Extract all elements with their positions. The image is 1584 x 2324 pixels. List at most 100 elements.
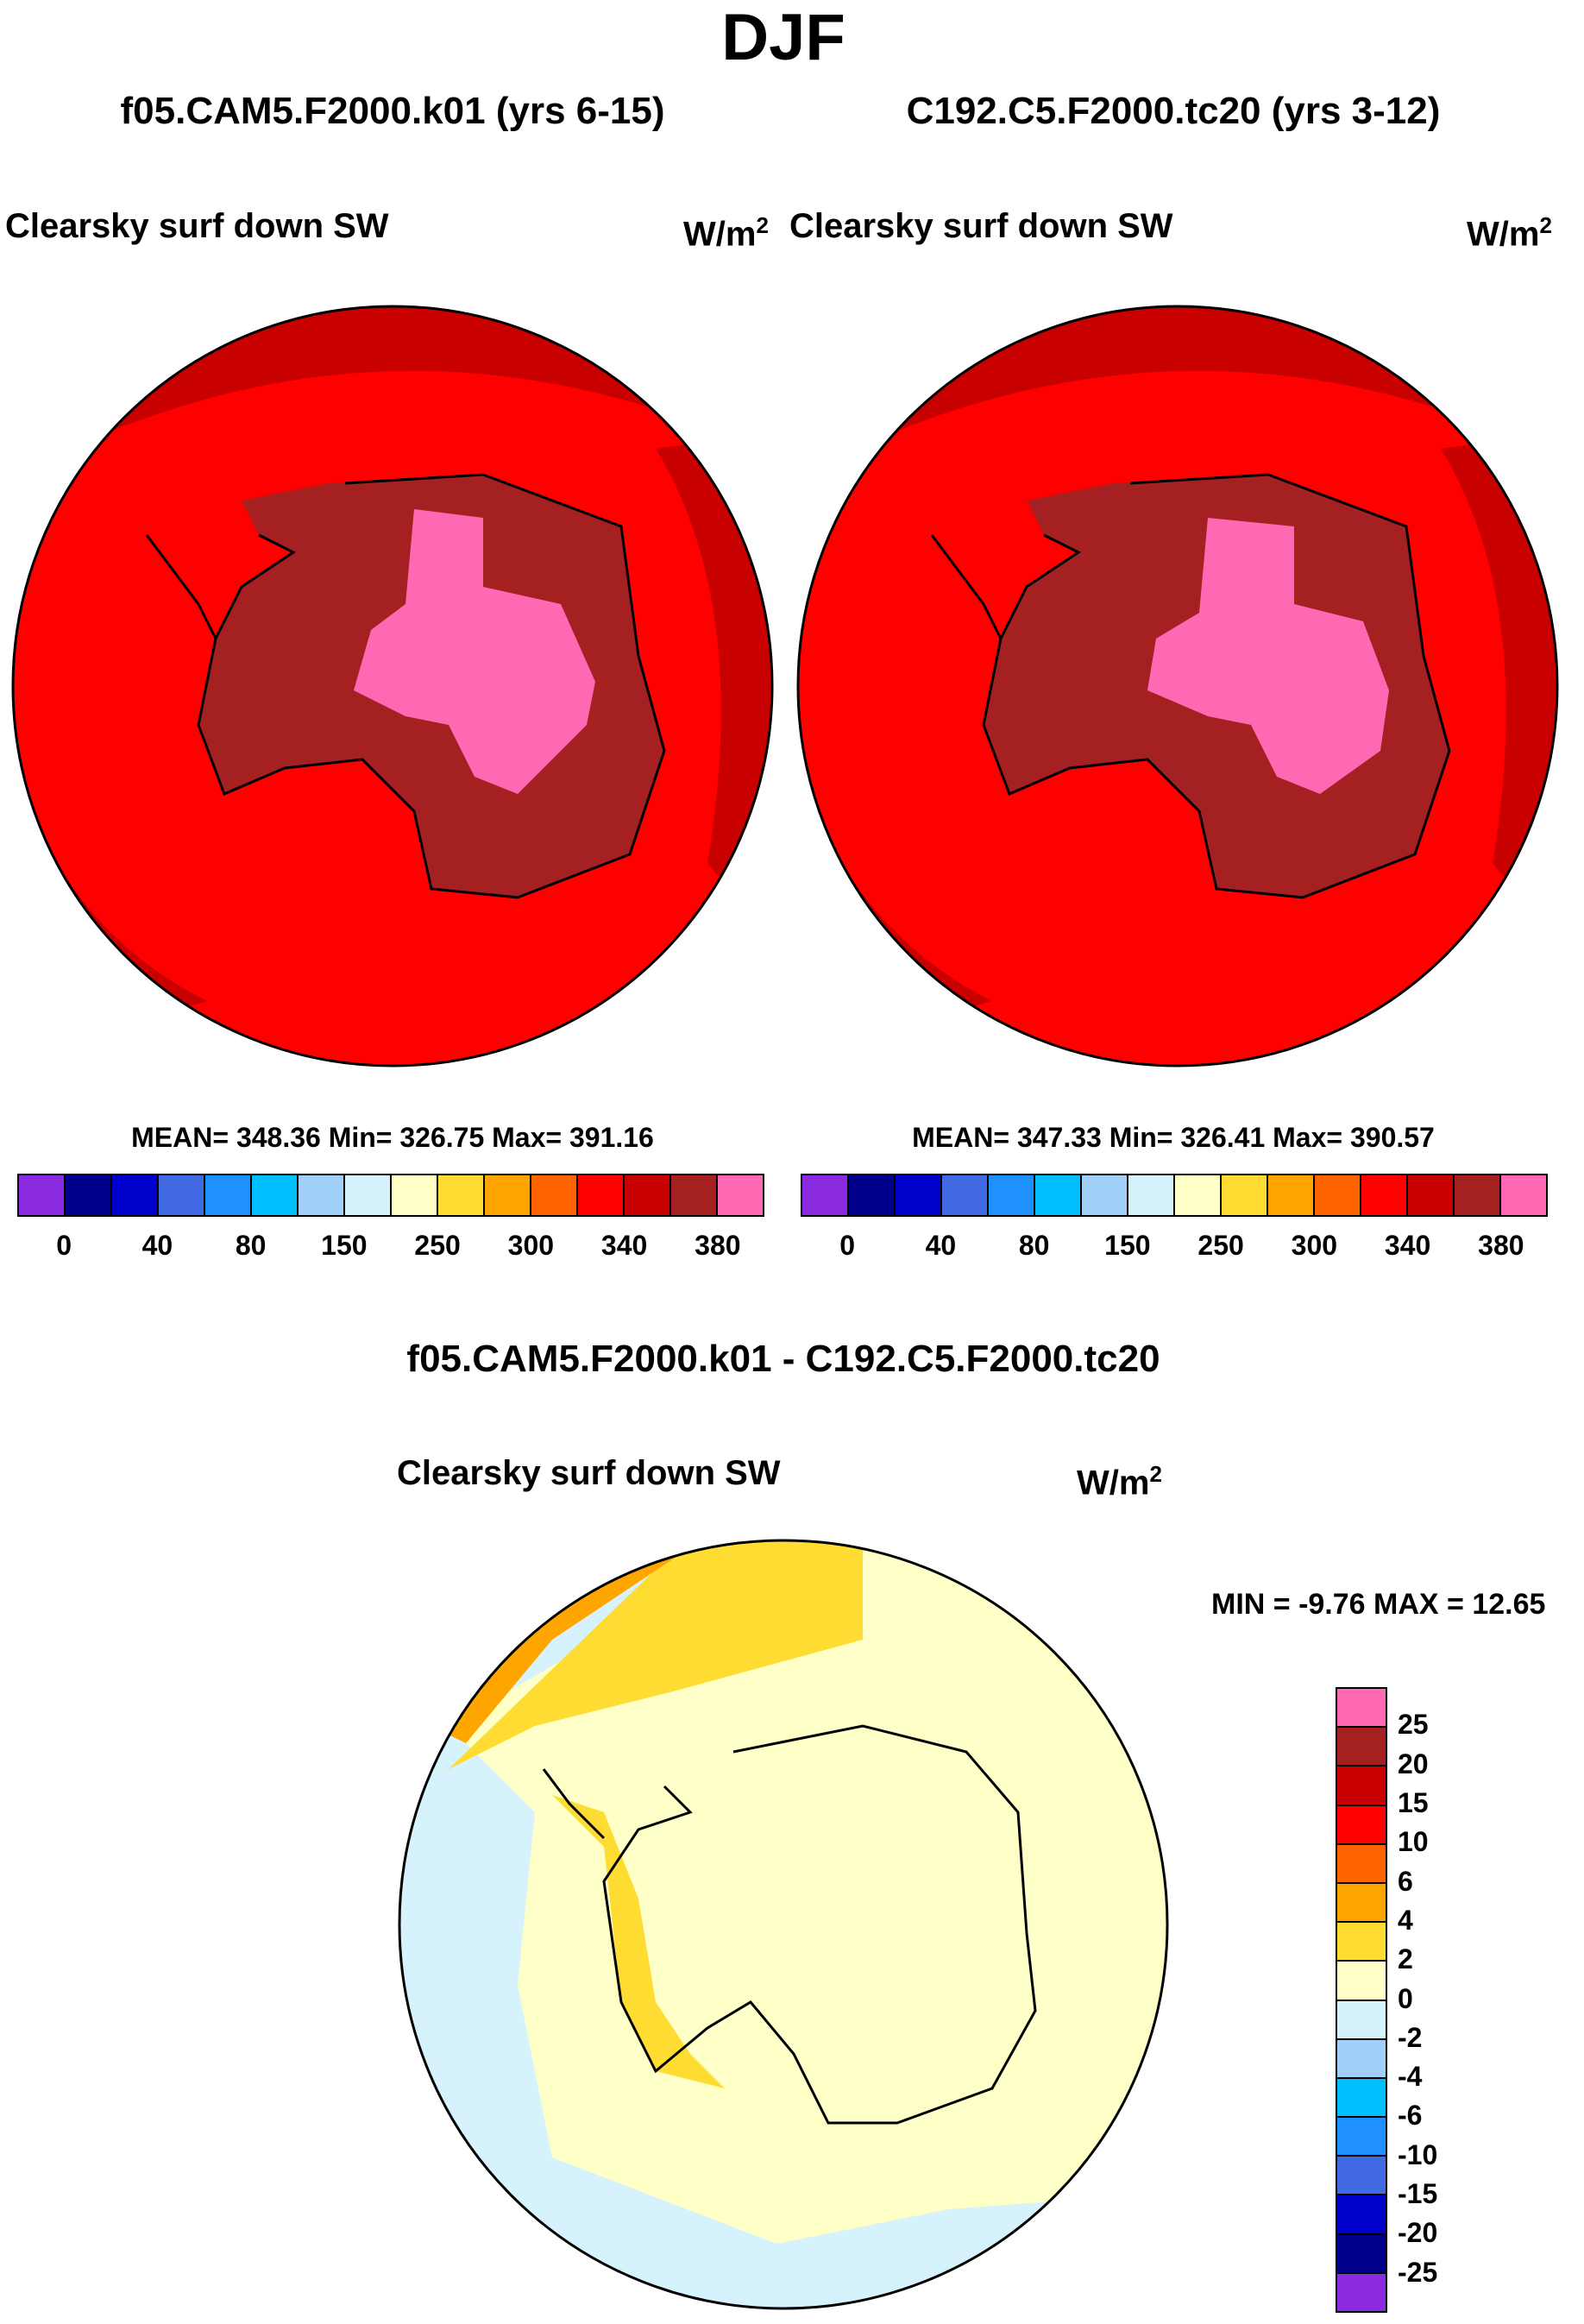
diff-colorbar-color-box [1337,2000,1386,2040]
diff-colorbar-color-box [1337,2078,1386,2119]
panel-2-case-title: C192.C5.F2000.tc20 (yrs 3-12) [906,90,1441,132]
diff-colorbar-color-box [1337,1923,1386,1962]
panel-1-colorbar-tick-label: 80 [235,1230,267,1261]
panel-2-colorbar-color-box [1501,1175,1546,1215]
diff-units-base: W/m [1077,1464,1150,1502]
panel-1-units-exp: 2 [756,212,769,238]
panel-2-stats: MEAN= 347.33 Min= 326.41 Max= 390.57 [912,1122,1435,1153]
panel-2-colorbar-ticks: 0 40 80 150 250 300 340 380 [801,1230,1548,1264]
diff-colorbar-color-box [1337,1962,1386,2001]
panel-2-colorbar-tick-label: 340 [1384,1230,1431,1261]
panel-1-colorbar-tick-label: 340 [600,1230,648,1261]
panel-2-colorbar-tick-label: 40 [925,1230,957,1261]
panel-2-colorbar-color-box [1268,1175,1315,1215]
panel-1-colorbar-color-box [252,1175,299,1215]
panel-1-colorbar-color-box [392,1175,438,1215]
diff-colorbar-tick-label: -2 [1398,2021,1423,2053]
diff-colorbar-tick-label: -6 [1398,2100,1423,2132]
panel-1-colorbar-color-box [159,1175,205,1215]
diff-colorbar-tick-label: -15 [1398,2178,1438,2210]
panel-1-units-base: W/m [683,215,757,254]
diff-units-exp: 2 [1149,1461,1162,1487]
panel-2-colorbar [801,1174,1548,1217]
panel-2-units-exp: 2 [1539,212,1552,238]
panel-1-colorbar-tick-label: 0 [56,1230,72,1261]
diff-colorbar-tick-label: 20 [1398,1748,1429,1779]
diff-colorbar-color-box [1337,1767,1386,1806]
diff-colorbar-color-box [1337,1805,1386,1845]
panel-1-variable-label: Clearsky surf down SW [5,207,389,245]
diff-colorbar-ticks: 25 20 15 10 6 4 2 0 -2 -4 -6 -10 -15 -20 -25 [1398,1687,1484,2313]
panel-2-colorbar-color-box [1408,1175,1455,1215]
diff-title: f05.CAM5.F2000.k01 - C192.C5.F2000.tc20 [406,1338,1160,1380]
diff-colorbar-tick-label: 10 [1398,1826,1429,1858]
diff-variable-label: Clearsky surf down SW [397,1454,781,1492]
panel-1-colorbar-color-box [718,1175,763,1215]
panel-1-colorbar-color-box [19,1175,66,1215]
diff-colorbar-tick-label: 4 [1398,1904,1413,1936]
panel-1-colorbar-color-box [299,1175,345,1215]
diff-colorbar-tick-label: -4 [1398,2061,1423,2093]
diff-units: W/m2 [1077,1461,1162,1502]
panel-2-units: W/m2 [1467,212,1552,254]
panel-1-colorbar-color-box [438,1175,485,1215]
panel-1-colorbar-tick-label: 300 [507,1230,555,1261]
season-title: DJF [721,1,845,74]
panel-1-colorbar-color-box [625,1175,671,1215]
diff-map [399,1540,1167,2308]
diff-colorbar-tick-label: -25 [1398,2256,1438,2288]
diff-map-border [398,1539,1169,2310]
diff-colorbar-color-box [1337,2273,1386,2311]
panel-1-case-title: f05.CAM5.F2000.k01 (yrs 6-15) [120,90,665,132]
panel-1-colorbar-color-box [345,1175,392,1215]
diff-colorbar-color-box [1337,1728,1386,1767]
panel-1-colorbar-tick-label: 150 [321,1230,368,1261]
diff-colorbar-color-box [1337,2039,1386,2079]
panel-2-units-base: W/m [1467,215,1540,254]
diff-colorbar-tick-label: 0 [1398,1982,1413,2014]
diff-colorbar-color-box [1337,1844,1386,1884]
panel-1-units: W/m2 [683,212,769,254]
panel-2-colorbar-color-box [1222,1175,1268,1215]
panel-1-colorbar-color-box [66,1175,112,1215]
panel-2-colorbar-color-box [989,1175,1035,1215]
panel-2-colorbar-color-box [1315,1175,1361,1215]
panel-2-variable-label: Clearsky surf down SW [789,207,1173,245]
diff-colorbar [1336,1687,1387,2313]
diff-colorbar-color-box [1337,2234,1386,2274]
panel-1-colorbar-tick-label: 380 [695,1230,741,1261]
panel-2-colorbar-tick-label: 150 [1104,1230,1151,1261]
panel-2-colorbar-color-box [1128,1175,1175,1215]
panel-1-colorbar [17,1174,764,1217]
panel-1-colorbar-color-box [671,1175,718,1215]
diff-colorbar-tick-label: 15 [1398,1786,1429,1818]
panel-2-colorbar-color-box [1082,1175,1128,1215]
panel-2-colorbar-color-box [1035,1175,1082,1215]
panel-1-map [13,306,772,1066]
panel-1-colorbar-color-box [485,1175,531,1215]
panel-2-colorbar-color-box [802,1175,849,1215]
panel-2-colorbar-color-box [896,1175,942,1215]
panel-1-map-border [11,305,774,1068]
panel-2-colorbar-tick-label: 0 [839,1230,856,1261]
diff-colorbar-tick-label: 25 [1398,1709,1429,1741]
diff-stats: MIN = -9.76 MAX = 12.65 [1211,1588,1546,1621]
panel-1-colorbar-color-box [531,1175,578,1215]
diff-colorbar-color-box [1337,1883,1386,1924]
diff-colorbar-color-box [1337,2118,1386,2157]
panel-2-colorbar-tick-label: 380 [1478,1230,1524,1261]
diff-colorbar-color-box [1337,1689,1386,1729]
panel-1-colorbar-color-box [578,1175,625,1215]
diff-colorbar-tick-label: 6 [1398,1865,1413,1897]
diff-colorbar-tick-label: -10 [1398,2138,1438,2170]
panel-2-colorbar-color-box [1455,1175,1501,1215]
diff-colorbar-tick-label: 2 [1398,1943,1413,1975]
panel-1-colorbar-tick-label: 250 [414,1230,461,1261]
panel-2-colorbar-tick-label: 80 [1018,1230,1050,1261]
panel-2-map-border [796,305,1559,1068]
panel-1-colorbar-color-box [112,1175,159,1215]
panel-2-colorbar-color-box [1175,1175,1222,1215]
diff-colorbar-color-box [1337,2157,1386,2196]
panel-1-colorbar-color-box [205,1175,252,1215]
